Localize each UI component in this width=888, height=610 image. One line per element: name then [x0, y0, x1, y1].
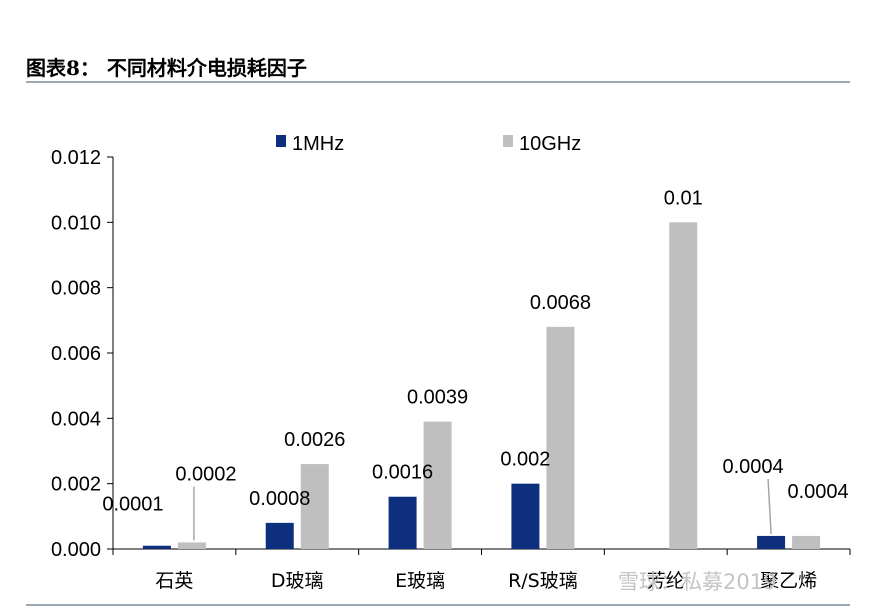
data-label: 0.01: [664, 187, 703, 209]
bar-series-2: [423, 421, 452, 549]
title-divider: [26, 81, 850, 83]
data-label: 0.0016: [372, 462, 433, 484]
data-label: 0.0008: [249, 488, 310, 510]
bars: [142, 222, 821, 550]
bar-series-1: [511, 483, 540, 549]
bar-series-1: [388, 496, 417, 549]
data-label: 0.0002: [175, 463, 236, 485]
data-label: 0.0001: [102, 494, 163, 516]
bar-series-2: [546, 326, 575, 549]
bar-series-2: [177, 542, 206, 549]
y-axis: 0.000 0.002 0.004 0.006 0.008 0.010 0.012: [51, 147, 114, 561]
y-tick-label: 0.002: [51, 474, 101, 496]
y-tick-label: 0.004: [51, 408, 101, 430]
legend-label: 1MHz: [292, 133, 344, 155]
legend-swatch: [503, 135, 513, 147]
legend: 1MHz 10GHz: [276, 133, 581, 155]
data-label: 0.0068: [530, 292, 591, 314]
figure-title: 图表8： 不同材料介电损耗因子: [26, 56, 307, 80]
data-label: 0.0004: [787, 481, 848, 503]
data-label: 0.0039: [407, 387, 468, 409]
x-tick-label: 石英: [155, 570, 193, 592]
y-tick-label: 0.006: [51, 343, 101, 365]
y-tick-label: 0.008: [51, 278, 101, 300]
x-axis: 石英 D玻璃 E玻璃 R/S玻璃 芳纶 聚乙烯: [112, 548, 851, 592]
y-tick-label: 0.010: [51, 212, 101, 234]
bar-series-2: [300, 464, 329, 549]
bar-series-1: [265, 522, 294, 549]
bottom-divider: [26, 604, 850, 606]
legend-swatch: [276, 135, 286, 147]
bar-series-1: [757, 535, 786, 549]
y-tick-label: 0.000: [51, 539, 101, 561]
bar-series-1: [142, 545, 171, 549]
data-labels: 0.0001 0.0002 0.0008 0.0026 0.0016 0.0039 0.00…: [102, 187, 849, 541]
x-tick-label: 芳纶: [647, 570, 685, 592]
data-label: 0.0004: [722, 456, 783, 478]
x-tick-label: R/S玻璃: [508, 570, 578, 592]
bar-series-2: [669, 222, 698, 550]
data-label: 0.0026: [284, 429, 345, 451]
x-tick-label: E玻璃: [395, 570, 445, 592]
legend-label: 10GHz: [519, 133, 581, 155]
y-tick-label: 0.012: [51, 147, 101, 169]
bar-series-2: [792, 535, 821, 549]
x-tick-label: 聚乙烯: [760, 570, 817, 592]
label-leader-line: [767, 478, 772, 534]
watermark: 雪球：私募2019: [618, 570, 777, 594]
x-tick-label: D玻璃: [271, 570, 324, 592]
data-label: 0.002: [500, 449, 550, 471]
